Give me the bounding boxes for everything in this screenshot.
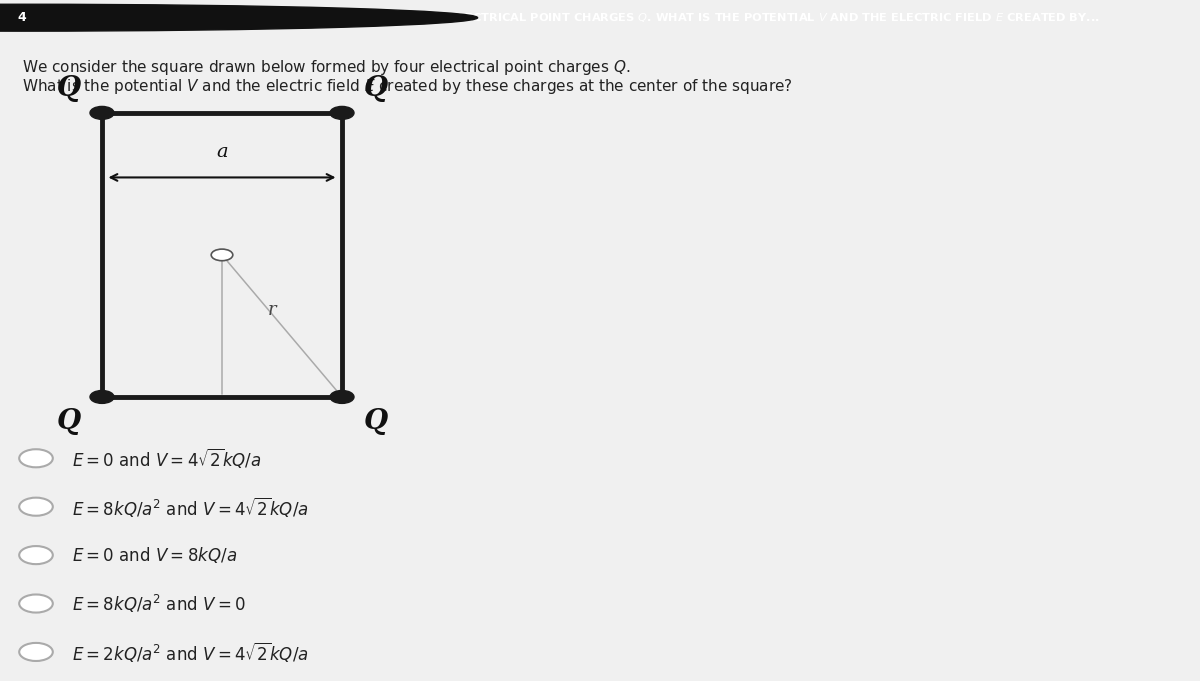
Text: What is the potential $V$ and the electric field $E$ created by these charges at: What is the potential $V$ and the electr… [22, 78, 792, 97]
Text: $E = 8kQ/a^2$ and $V = 0$: $E = 8kQ/a^2$ and $V = 0$ [72, 592, 246, 614]
Text: r: r [268, 301, 276, 319]
Circle shape [19, 498, 53, 516]
Circle shape [19, 449, 53, 467]
Text: $E = 8kQ/a^2$ and $V = 4\sqrt{2}kQ/a$: $E = 8kQ/a^2$ and $V = 4\sqrt{2}kQ/a$ [72, 494, 308, 519]
Text: 4: 4 [17, 11, 26, 25]
Circle shape [19, 595, 53, 613]
Circle shape [211, 249, 233, 261]
Text: Q: Q [56, 75, 80, 102]
Circle shape [19, 546, 53, 564]
Text: WE CONSIDER THE SQUARE DRAWN BELOW FORMED BY FOUR ELECTRICAL POINT CHARGES $Q$. : WE CONSIDER THE SQUARE DRAWN BELOW FORME… [48, 11, 1099, 25]
Circle shape [19, 643, 53, 661]
Circle shape [0, 4, 478, 31]
Text: $E = 0$ and $V = 4\sqrt{2}kQ/a$: $E = 0$ and $V = 4\sqrt{2}kQ/a$ [72, 446, 262, 471]
Circle shape [330, 390, 354, 403]
Circle shape [330, 106, 354, 119]
Circle shape [90, 390, 114, 403]
Text: Q: Q [364, 75, 388, 102]
Text: Q: Q [364, 408, 388, 435]
Text: $E = 2kQ/a^2$ and $V = 4\sqrt{2}kQ/a$: $E = 2kQ/a^2$ and $V = 4\sqrt{2}kQ/a$ [72, 640, 308, 664]
Circle shape [90, 106, 114, 119]
Text: Q: Q [56, 408, 80, 435]
Text: a: a [216, 143, 228, 161]
Text: We consider the square drawn below formed by four electrical point charges $Q$.: We consider the square drawn below forme… [22, 58, 630, 77]
Text: $E = 0$ and $V = 8kQ/a$: $E = 0$ and $V = 8kQ/a$ [72, 545, 238, 565]
